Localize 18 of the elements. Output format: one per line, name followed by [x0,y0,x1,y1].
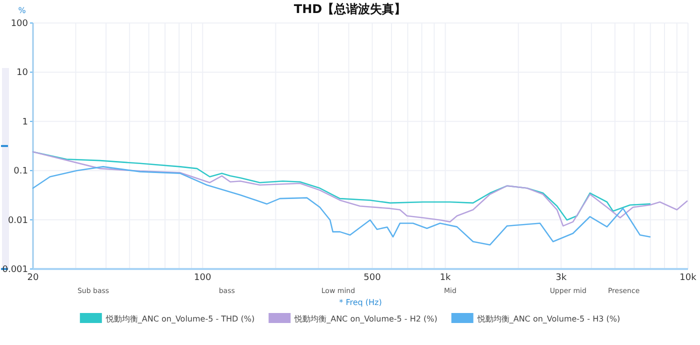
x-tick-label: 3k [556,273,568,283]
y-tick-label: 0.01 [8,216,28,226]
x-tick-label: 500 [364,273,382,283]
legend-label: 悦動均衡_ANC on_Volume-5 - H3 (%) [476,314,620,324]
chart-title: THD【总谐波失真】 [294,2,406,16]
legend-label: 悦動均衡_ANC on_Volume-5 - THD (%) [104,314,255,324]
legend-label: 悦動均衡_ANC on_Volume-5 - H2 (%) [294,314,438,324]
x-axis-title: * Freq (Hz) [339,298,382,307]
y-axis-title: % [18,6,26,15]
x-tick-label: 20 [27,273,39,283]
y-tick-label: 0.001 [2,265,28,275]
x-tick-label: 10k [680,273,698,283]
y-tick-label: 1 [22,117,28,128]
x-tick-label: 100 [194,273,212,283]
y-tick-label: 0.1 [14,166,28,177]
y-tick-label: 10 [16,68,28,78]
y-tick-label: 100 [10,19,28,29]
x-tick-label: 1k [440,273,452,283]
